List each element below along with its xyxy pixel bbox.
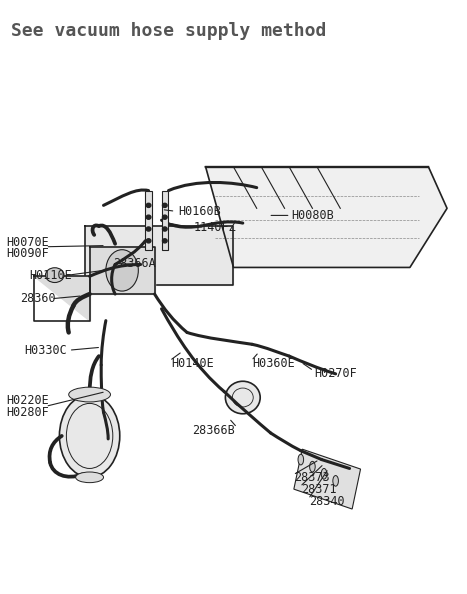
Text: H0360E: H0360E <box>252 358 295 370</box>
Text: 1140FZ: 1140FZ <box>194 222 237 234</box>
Text: H0220E: H0220E <box>6 394 49 407</box>
Ellipse shape <box>146 239 151 243</box>
Text: 28366B: 28366B <box>192 424 234 437</box>
Ellipse shape <box>163 203 167 207</box>
Text: H0160B: H0160B <box>178 205 220 218</box>
Ellipse shape <box>76 472 104 483</box>
Text: 28366A: 28366A <box>113 257 156 270</box>
Ellipse shape <box>146 227 151 231</box>
Polygon shape <box>85 226 234 285</box>
Text: H0280F: H0280F <box>6 406 49 419</box>
Text: H0070E: H0070E <box>6 236 49 249</box>
Ellipse shape <box>298 454 304 465</box>
Ellipse shape <box>333 476 339 486</box>
Polygon shape <box>205 167 447 267</box>
Ellipse shape <box>163 239 167 243</box>
Text: H0110E: H0110E <box>29 269 72 282</box>
Ellipse shape <box>146 203 151 207</box>
Text: 28373: 28373 <box>294 471 330 484</box>
Polygon shape <box>34 276 90 321</box>
Bar <box>145 191 152 249</box>
Text: 28371: 28371 <box>301 483 336 495</box>
Text: H0270F: H0270F <box>315 367 358 380</box>
Text: 28360: 28360 <box>20 292 56 305</box>
Bar <box>294 449 361 509</box>
Ellipse shape <box>146 215 151 219</box>
Ellipse shape <box>163 215 167 219</box>
Ellipse shape <box>226 381 260 414</box>
Ellipse shape <box>69 387 111 402</box>
Bar <box>162 191 168 249</box>
Ellipse shape <box>163 227 167 231</box>
Text: H0330C: H0330C <box>25 344 67 357</box>
Text: See vacuum hose supply method: See vacuum hose supply method <box>11 22 326 40</box>
Text: H0080B: H0080B <box>291 209 334 222</box>
Ellipse shape <box>59 394 120 478</box>
Circle shape <box>106 249 138 291</box>
Polygon shape <box>90 247 155 294</box>
Ellipse shape <box>310 462 315 472</box>
Text: H0140E: H0140E <box>171 358 213 370</box>
Ellipse shape <box>321 469 327 479</box>
Ellipse shape <box>45 268 64 283</box>
Text: H0090F: H0090F <box>6 247 49 260</box>
Text: 28340: 28340 <box>309 495 345 508</box>
